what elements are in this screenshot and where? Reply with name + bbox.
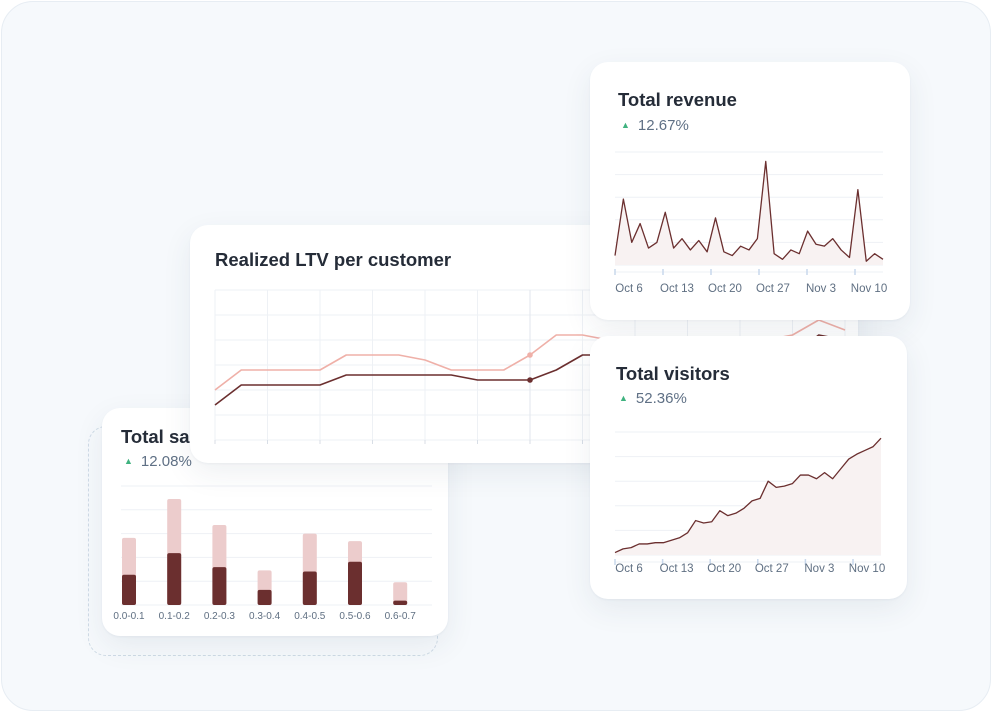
card-title: Total visitors xyxy=(616,363,730,384)
delta-text: 12.08% xyxy=(140,453,192,470)
card-title: Realized LTV per customer xyxy=(215,249,452,270)
x-tick-label: 0.1-0.2 xyxy=(159,611,191,622)
triangle-up-icon: ▲ xyxy=(619,393,628,403)
x-tick-label: 0.5-0.6 xyxy=(339,611,371,622)
x-tick-label: Nov 10 xyxy=(851,283,887,295)
bar-foreground xyxy=(302,571,317,605)
delta-value: ▲ 12.08% xyxy=(124,453,192,470)
x-tick-label: 0.3-0.4 xyxy=(249,611,281,622)
bar-background xyxy=(393,582,408,605)
bar-foreground xyxy=(348,561,362,605)
area-fill xyxy=(615,438,881,555)
x-tick-label: Oct 27 xyxy=(756,283,790,295)
x-tick-label: Oct 6 xyxy=(615,563,642,575)
delta-value: ▲ 52.36% xyxy=(619,390,687,407)
card-title: Total revenue xyxy=(618,89,737,110)
bar-foreground xyxy=(122,574,136,605)
bar-foreground xyxy=(393,600,408,605)
x-tick-label: Nov 3 xyxy=(806,283,836,295)
x-tick-label: 0.2-0.3 xyxy=(204,611,236,622)
total-revenue-card[interactable]: Total revenue ▲ 12.67% Oct 6 Oct 13 Oct 20 O… xyxy=(590,62,910,320)
hover-point xyxy=(527,377,533,383)
x-tick-label: Oct 13 xyxy=(660,563,694,575)
visitors-area-chart: Oct 6 Oct 13 Oct 20 Oct 27 Nov 3 Nov 10 xyxy=(614,431,885,575)
series-line xyxy=(614,160,884,262)
series-line xyxy=(614,437,882,554)
total-visitors-card[interactable]: Total visitors ▲ 52.36% Oct 6 Oct 13 Oct 20… xyxy=(590,336,907,599)
delta-value: ▲ 12.67% xyxy=(621,117,689,134)
sales-bar-chart: 0.0-0.1 0.1-0.2 0.2-0.3 0.3-0.4 0.4-0.5 0.5-0… xyxy=(113,485,432,622)
x-tick-label: Oct 13 xyxy=(660,283,694,295)
delta-text: 52.36% xyxy=(635,390,687,407)
x-tick-label: Nov 3 xyxy=(804,563,834,575)
x-tick-label: Oct 20 xyxy=(707,563,741,575)
hover-point xyxy=(527,352,533,358)
bar-foreground xyxy=(212,567,227,605)
revenue-area-chart: Oct 6 Oct 13 Oct 20 Oct 27 Nov 3 Nov 10 xyxy=(614,151,887,295)
x-tick-label: Oct 6 xyxy=(615,283,642,295)
x-tick-label: Oct 27 xyxy=(755,563,789,575)
x-tick-label: 0.6-0.7 xyxy=(385,611,417,622)
triangle-up-icon: ▲ xyxy=(621,120,630,130)
x-tick-label: 0.4-0.5 xyxy=(294,611,326,622)
triangle-up-icon: ▲ xyxy=(124,456,133,466)
x-tick-label: Nov 10 xyxy=(849,563,885,575)
bar-foreground xyxy=(167,553,182,605)
delta-text: 12.67% xyxy=(637,117,689,134)
x-tick-label: 0.0-0.1 xyxy=(113,611,145,622)
bar-foreground xyxy=(257,589,272,605)
x-tick-label: Oct 20 xyxy=(708,283,742,295)
